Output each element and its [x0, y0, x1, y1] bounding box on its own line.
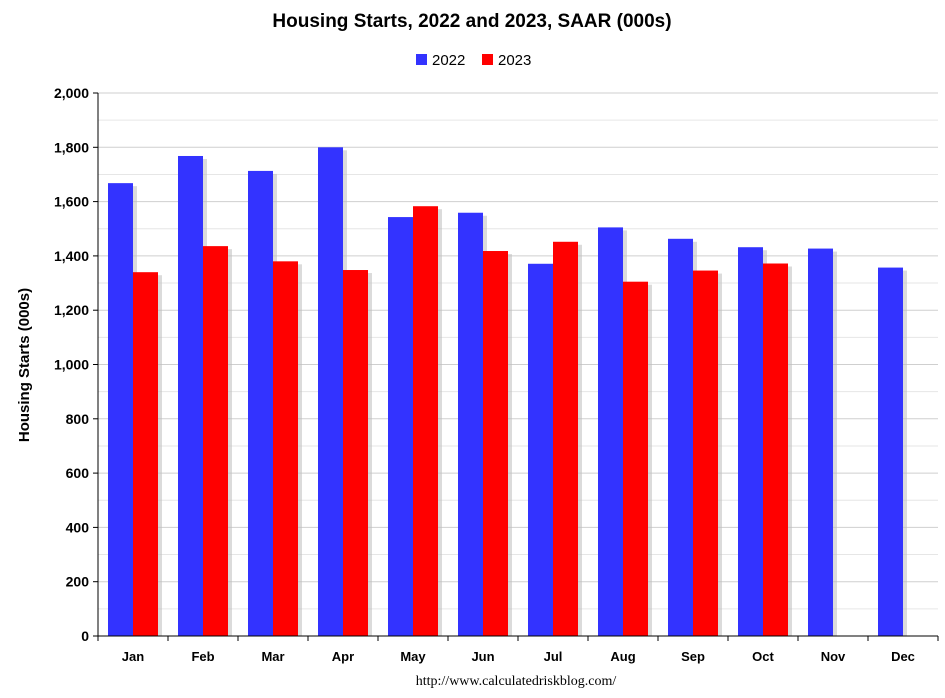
bar-2022-mar — [248, 170, 273, 636]
bar-2023-sep — [693, 270, 718, 636]
legend-label-2022: 2022 — [432, 52, 465, 69]
bar-2022-dec — [878, 267, 903, 636]
x-axis-labels: Jan Feb Mar Apr May Jun Jul Aug Sep Oct Nov Dec — [122, 649, 915, 664]
axes — [93, 92, 939, 641]
y-tick-label: 800 — [66, 411, 90, 427]
bar-2022-jan — [108, 183, 133, 636]
bar-2022-nov — [808, 248, 833, 636]
chart-title: Housing Starts, 2022 and 2023, SAAR (000… — [272, 11, 671, 32]
bar-2023-jul — [553, 241, 578, 637]
source-url: http://www.calculatedriskblog.com/ — [416, 674, 617, 689]
bar-2023-feb — [203, 246, 228, 636]
x-tick-label-dec: Dec — [891, 649, 915, 664]
x-tick-label-jul: Jul — [544, 649, 563, 664]
y-tick-label: 1,200 — [54, 302, 89, 318]
x-tick-label-oct: Oct — [752, 649, 774, 664]
bar-2022-oct — [738, 247, 763, 636]
bar-2023-mar — [273, 261, 298, 636]
bars — [108, 147, 903, 637]
x-tick-label-feb: Feb — [191, 649, 214, 664]
y-tick-label: 600 — [66, 465, 90, 481]
x-tick-label-mar: Mar — [261, 649, 284, 664]
bar-2022-may — [388, 217, 413, 636]
y-tick-label: 400 — [66, 519, 90, 535]
y-tick-label: 1,600 — [54, 194, 89, 210]
bar-2022-jul — [528, 263, 553, 636]
legend: 2022 2023 — [416, 52, 531, 69]
bar-2023-apr — [343, 270, 368, 636]
x-tick-label-sep: Sep — [681, 649, 705, 664]
bar-2022-aug — [598, 227, 623, 636]
bar-2022-jun — [458, 212, 483, 636]
x-tick-label-may: May — [400, 649, 426, 664]
x-tick-label-aug: Aug — [610, 649, 635, 664]
y-axis-ticks: 0 200 400 600 800 1,000 1,200 1,400 1,600 1,800 2,… — [54, 85, 89, 644]
legend-swatch-2023 — [482, 54, 493, 65]
y-tick-label: 200 — [66, 574, 90, 590]
x-tick-label-jan: Jan — [122, 649, 144, 664]
legend-swatch-2022 — [416, 54, 427, 65]
bar-2022-sep — [668, 238, 693, 636]
x-tick-label-apr: Apr — [332, 649, 354, 664]
bar-2023-aug — [623, 281, 648, 636]
y-axis-title: Housing Starts (000s) — [16, 288, 33, 442]
bar-2023-oct — [763, 263, 788, 636]
bar-2022-apr — [318, 147, 343, 637]
y-tick-label: 0 — [81, 628, 89, 644]
y-tick-label: 1,400 — [54, 248, 89, 264]
x-tick-label-jun: Jun — [471, 649, 494, 664]
bar-2022-feb — [178, 155, 203, 636]
y-tick-label: 1,800 — [54, 139, 89, 155]
bar-2023-jun — [483, 251, 508, 636]
y-tick-label: 1,000 — [54, 357, 89, 373]
bar-2023-may — [413, 206, 438, 636]
legend-label-2023: 2023 — [498, 52, 531, 69]
bar-2023-jan — [133, 272, 158, 636]
y-tick-label: 2,000 — [54, 85, 89, 101]
x-tick-label-nov: Nov — [821, 649, 846, 664]
